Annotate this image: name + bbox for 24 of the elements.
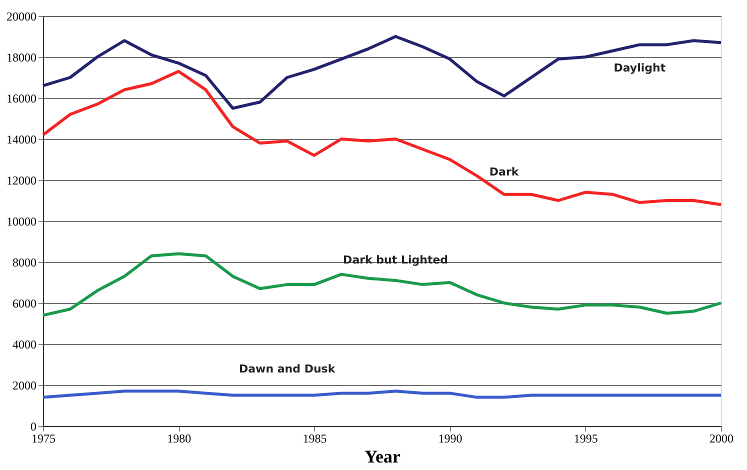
x-axis-title: Year [364,446,400,466]
y-tick-label: 0 [30,420,36,434]
y-tick-label: 4000 [12,338,36,352]
x-tick-label: 1995 [574,432,598,446]
x-tick-label: 1980 [167,432,192,446]
x-tick-label: 1985 [302,432,327,446]
y-tick-label: 20000 [6,10,36,24]
y-tick-label: 6000 [12,296,36,310]
series-label: Daylight [614,62,666,75]
series-label: Dark [489,165,520,178]
series-label: Dawn and Dusk [238,362,336,376]
y-tick-label: 16000 [6,92,36,106]
x-tick-label: 1975 [32,432,56,446]
y-tick-label: 12000 [6,174,36,188]
x-tick-label: 1990 [438,432,462,446]
line-series [42,390,722,399]
y-tick-label: 10000 [6,214,36,228]
y-tick-label: 2000 [12,378,36,392]
line-series [42,35,722,110]
y-tick-label: 8000 [12,256,36,270]
y-tick-label: 14000 [6,132,36,146]
y-tick-label: 18000 [6,50,36,64]
line-series [42,252,722,317]
x-tick-label: 2000 [710,432,734,446]
